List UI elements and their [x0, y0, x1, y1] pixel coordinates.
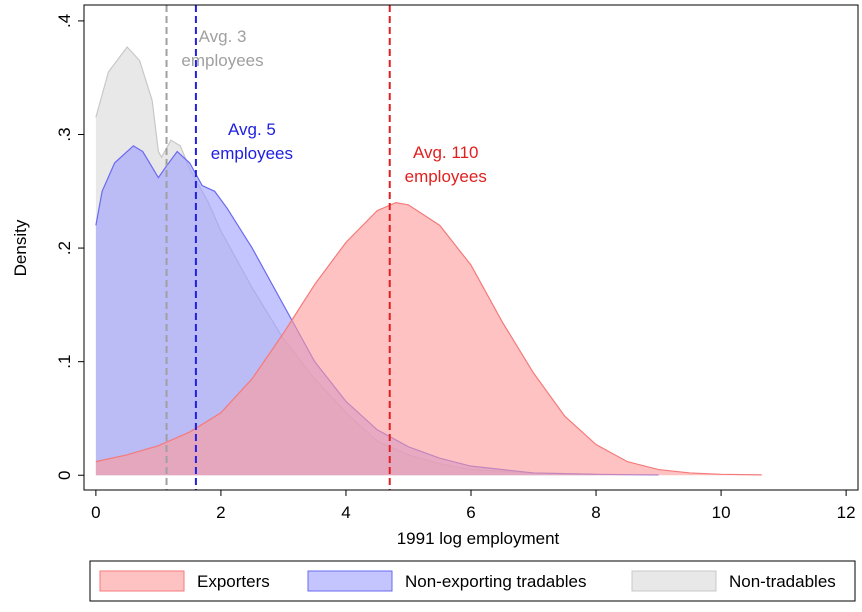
annotation: Avg. 3 — [199, 27, 247, 46]
legend-box — [89, 560, 856, 602]
x-tick-label: 2 — [216, 503, 225, 522]
x-tick-label: 0 — [91, 503, 100, 522]
legend-label: Non-tradables — [729, 572, 836, 591]
x-axis-title: 1991 log employment — [397, 529, 560, 548]
legend-swatch — [631, 570, 717, 592]
annotation: employees — [211, 144, 293, 163]
annotation: employees — [181, 51, 263, 70]
y-tick-label: 0 — [55, 470, 74, 479]
y-axis-title: Density — [11, 219, 30, 276]
x-tick-label: 10 — [712, 503, 731, 522]
area — [95, 145, 659, 476]
legend-swatch — [99, 570, 185, 592]
x-tick-label: 6 — [466, 503, 475, 522]
x-tick-label: 4 — [341, 503, 350, 522]
y-tick-label: .1 — [55, 355, 74, 369]
annotation: Avg. 5 — [228, 120, 276, 139]
area-edge — [95, 202, 762, 476]
area — [95, 202, 762, 476]
x-tick-label: 12 — [837, 503, 856, 522]
annotation: Avg. 110 — [413, 143, 479, 162]
legend-label: Non-exporting tradables — [405, 572, 586, 591]
y-tick-label: .3 — [55, 127, 74, 141]
annotation: employees — [405, 167, 487, 186]
x-tick-label: 8 — [591, 503, 600, 522]
legend-label: Exporters — [197, 572, 270, 591]
y-tick-label: .4 — [55, 14, 74, 28]
y-tick-label: .2 — [55, 241, 74, 255]
legend-swatch — [307, 570, 393, 592]
